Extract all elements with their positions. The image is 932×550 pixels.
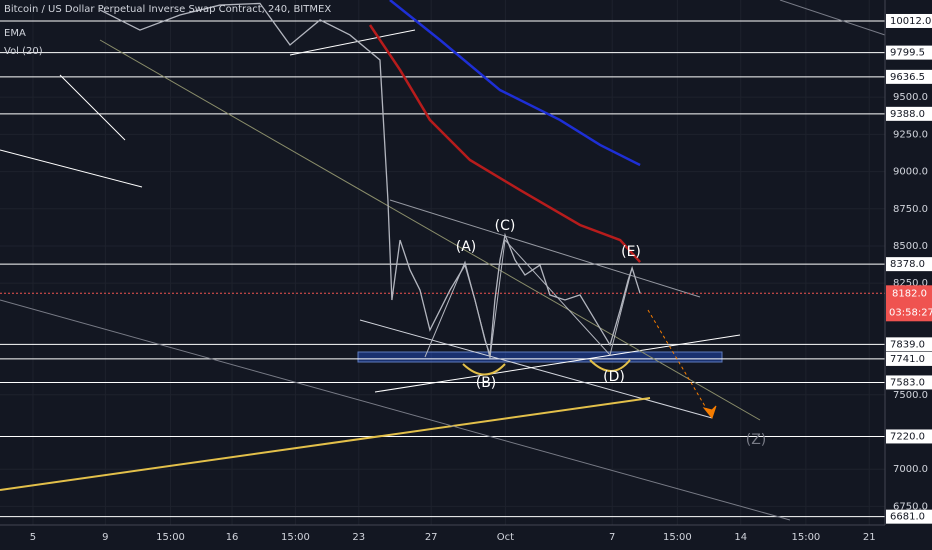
trend-line	[59, 74, 126, 141]
pattern-line	[424, 238, 633, 359]
arc	[589, 359, 631, 372]
arrow-head	[702, 405, 717, 420]
y-tick-label: 9000.0	[893, 167, 928, 178]
x-tick-label: 7	[609, 532, 615, 543]
level-tag	[886, 13, 932, 28]
trend-line	[359, 319, 713, 419]
wave-label: (D)	[603, 369, 625, 385]
x-tick-label: Oct	[497, 532, 514, 543]
trend-line	[289, 29, 416, 56]
level-tag	[886, 106, 932, 121]
level-label: 6681.0	[890, 512, 925, 523]
level-label: 7839.0	[890, 339, 925, 350]
level-tag	[886, 375, 932, 390]
trend-line	[0, 397, 651, 491]
legend-entry: Vol (20)	[4, 46, 43, 57]
level-label: 9388.0	[890, 109, 925, 120]
plot	[99, 0, 642, 356]
trend-line	[374, 334, 741, 393]
last-price-tag	[886, 285, 932, 322]
projection-arrow	[647, 309, 713, 419]
arc	[462, 363, 506, 376]
x-tick-label: 15:00	[791, 532, 820, 543]
y-tick-label: 8750.0	[893, 204, 928, 215]
y-tick-label: 9500.0	[893, 92, 928, 103]
support-zone	[357, 351, 723, 363]
level-label: 8378.0	[890, 259, 925, 270]
x-tick-label: 21	[863, 532, 876, 543]
x-tick-label: 23	[352, 532, 365, 543]
levels	[0, 20, 885, 518]
last-price-label: 8182.0	[892, 288, 927, 299]
countdown: 03:58:27	[889, 307, 932, 318]
trend-line	[0, 299, 791, 521]
level-tag	[886, 337, 932, 352]
level-tag	[886, 509, 932, 524]
level-tag	[886, 257, 932, 272]
level-label: 7741.0	[890, 354, 925, 365]
x-tick-label: 16	[226, 532, 239, 543]
grid	[0, 0, 885, 525]
ema-line	[368, 24, 642, 263]
wave-labels: (A) (B) (C) (D) (E) (Z)	[456, 218, 767, 448]
wave-label: (A)	[456, 239, 477, 255]
trend-line	[779, 0, 886, 36]
legend-entry: EMA	[4, 28, 26, 39]
level-tag	[886, 351, 932, 366]
x-tick-label: 5	[30, 532, 36, 543]
level-label: 7220.0	[890, 431, 925, 442]
x-tick-label: 27	[425, 532, 438, 543]
x-tick-label: 15:00	[663, 532, 692, 543]
level-label: 9799.5	[890, 48, 925, 59]
level-tag	[886, 429, 932, 444]
x-tick-label: 14	[734, 532, 747, 543]
y-tick-label: 6750.0	[893, 501, 928, 512]
wave-label: (B)	[476, 375, 497, 391]
level-label: 7583.0	[890, 377, 925, 388]
price-axis	[885, 0, 932, 550]
chart-title: Bitcoin / US Dollar Perpetual Inverse Sw…	[4, 4, 331, 15]
level-label: 9636.5	[890, 72, 925, 83]
y-tick-label: 8500.0	[893, 241, 928, 252]
trend-line	[99, 39, 761, 421]
x-tick-label: 15:00	[156, 532, 185, 543]
x-tick-label: 9	[102, 532, 108, 543]
wave-label: (C)	[495, 218, 516, 234]
trend-line	[0, 149, 143, 188]
trend-line	[389, 199, 701, 298]
y-tick-label: 7500.0	[893, 390, 928, 401]
drawings	[0, 0, 886, 521]
price-line	[99, 2, 641, 356]
y-tick-label: 7000.0	[893, 464, 928, 475]
level-tag	[886, 45, 932, 60]
ema-line	[389, 0, 641, 167]
wave-label: (E)	[621, 244, 641, 260]
level-tag	[886, 69, 932, 84]
x-tick-label: 15:00	[281, 532, 310, 543]
wave-label: (Z)	[746, 432, 767, 448]
y-tick-label: 8250.0	[893, 278, 928, 289]
y-tick-label: 9250.0	[893, 129, 928, 140]
level-label: 10012.0	[890, 16, 931, 27]
axes: 5 9 15:00 16 15:00 23 27 Oct 7 15:00 14 15:00 21 9500…	[30, 13, 932, 543]
